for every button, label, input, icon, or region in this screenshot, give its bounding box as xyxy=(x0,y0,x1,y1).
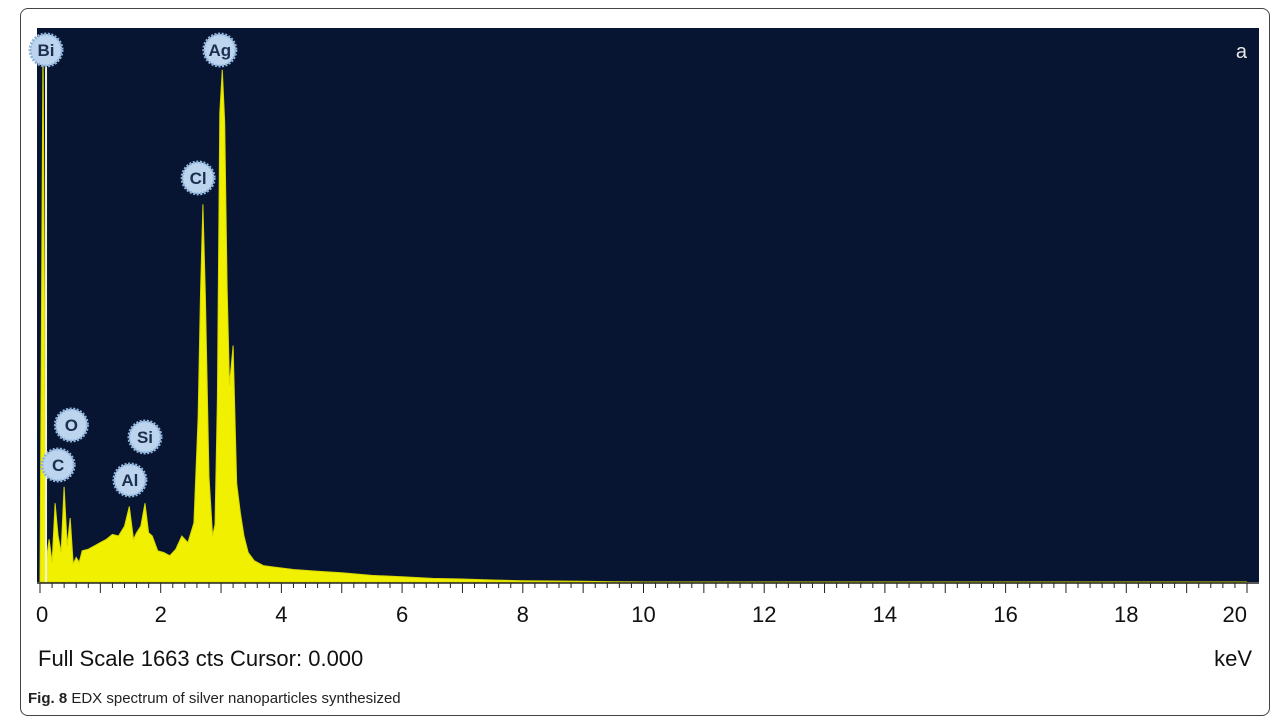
x-tick-label: 2 xyxy=(155,602,167,627)
element-marker-ring xyxy=(40,447,76,483)
spectrum-area xyxy=(39,40,1247,583)
element-markers: Bi C O Al Si Cl Ag xyxy=(28,32,238,582)
element-marker-o: O xyxy=(53,407,89,443)
x-tick-label: 6 xyxy=(396,602,408,627)
element-marker-ring xyxy=(202,32,238,68)
element-marker-label: Al xyxy=(121,471,138,490)
x-tick-label: 20 xyxy=(1223,602,1247,627)
element-marker-ring xyxy=(112,462,148,498)
x-tick-label: 18 xyxy=(1114,602,1138,627)
element-marker-bi: Bi xyxy=(28,32,64,68)
element-marker-ring xyxy=(180,160,216,196)
x-tick-label: 0 xyxy=(36,602,48,627)
x-tick-label: 10 xyxy=(631,602,655,627)
panel-label: a xyxy=(1236,41,1248,63)
figure-caption-text: EDX spectrum of silver nanoparticles syn… xyxy=(67,690,401,707)
element-marker-c: C xyxy=(40,447,76,483)
figure-caption: Fig. 8 EDX spectrum of silver nanopartic… xyxy=(28,690,401,707)
x-tick-label: 16 xyxy=(993,602,1017,627)
element-marker-cl: Cl xyxy=(180,160,216,196)
x-tick-label: 14 xyxy=(873,602,897,627)
element-marker-ring xyxy=(127,419,163,455)
element-marker-label: Ag xyxy=(209,41,232,60)
element-marker-label: C xyxy=(52,456,64,475)
footer-status-text: Full Scale 1663 cts Cursor: 0.000 xyxy=(38,646,363,671)
element-marker-label: Si xyxy=(137,428,153,447)
x-tick-label: 8 xyxy=(517,602,529,627)
element-marker-label: Bi xyxy=(38,41,55,60)
x-axis-label: keV xyxy=(1214,646,1252,671)
element-marker-label: O xyxy=(65,416,78,435)
x-tick-label: 12 xyxy=(752,602,776,627)
edx-spectrum-chart: 0 2 4 6 8 10 12 14 16 18 20 Bi C O Al Si Cl Ag a Full Sc… xyxy=(28,28,1259,671)
element-marker-ring xyxy=(28,32,64,68)
element-marker-si: Si xyxy=(127,419,163,455)
element-marker-ag: Ag xyxy=(202,32,238,68)
figure-number: Fig. 8 xyxy=(28,690,68,707)
element-marker-al: Al xyxy=(112,462,148,498)
x-axis: 0 2 4 6 8 10 12 14 16 18 20 xyxy=(36,582,1259,627)
element-marker-ring xyxy=(53,407,89,443)
element-marker-label: Cl xyxy=(190,169,207,188)
x-tick-label: 4 xyxy=(275,602,287,627)
plot-area xyxy=(37,28,1259,582)
